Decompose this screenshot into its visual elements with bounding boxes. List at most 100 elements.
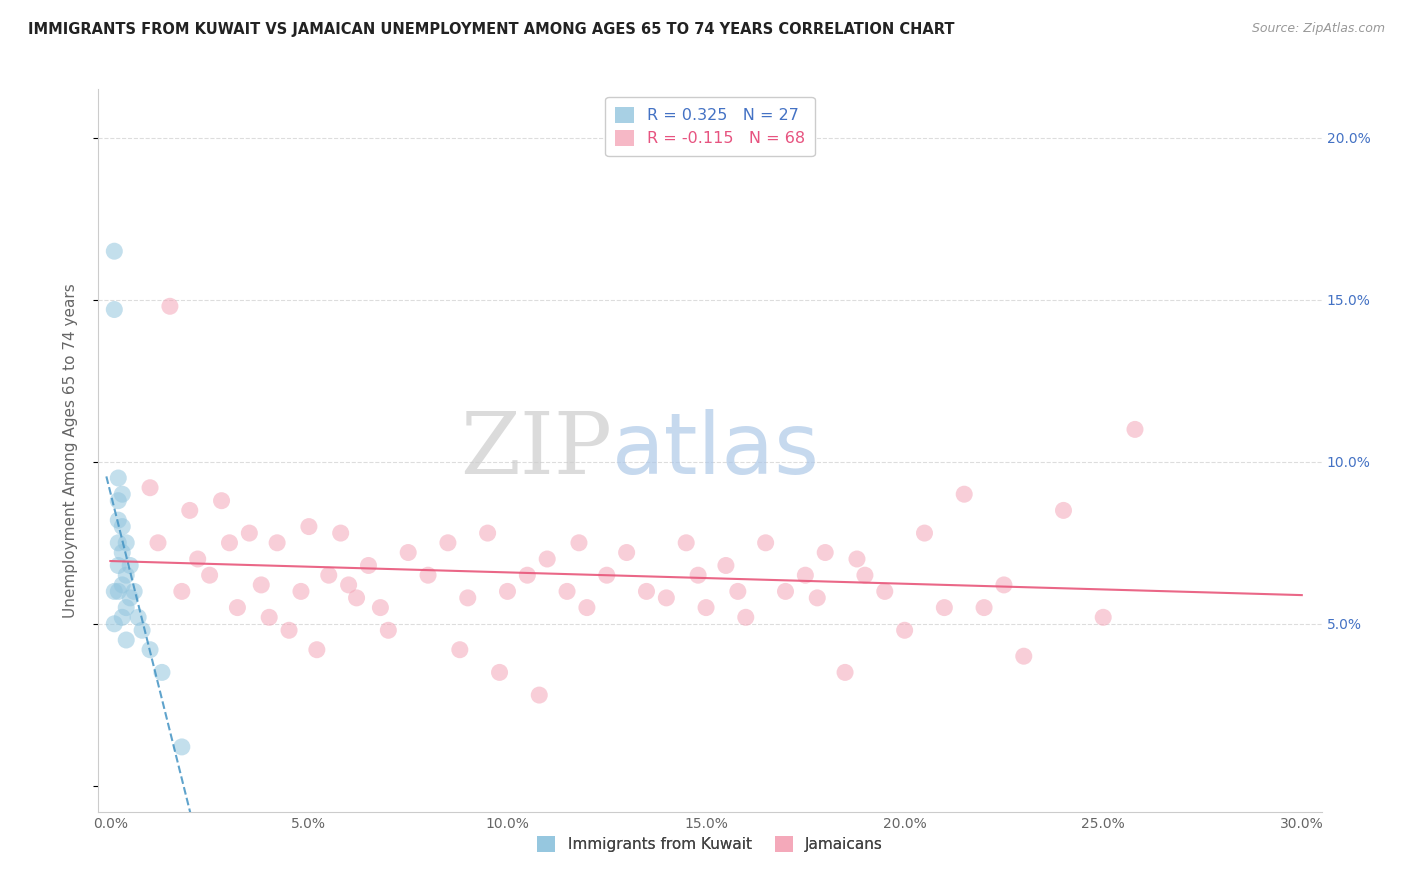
Point (477, 526, 499, 541)
Text: IMMIGRANTS FROM KUWAIT VS JAMAICAN UNEMPLOYMENT AMONG AGES 65 TO 74 YEARS CORREL: IMMIGRANTS FROM KUWAIT VS JAMAICAN UNEMP… (28, 22, 955, 37)
Point (107, 558, 129, 573)
Point (318, 568, 340, 582)
Point (655, 591, 678, 605)
Point (266, 536, 288, 550)
Point (496, 584, 519, 599)
Point (575, 600, 598, 615)
Point (1052, 503, 1074, 517)
Point (755, 536, 778, 550)
Point (179, 503, 201, 517)
Point (198, 568, 221, 582)
Point (873, 584, 896, 599)
Point (714, 558, 737, 573)
Point (120, 591, 142, 605)
Point (111, 519, 134, 533)
Point (396, 545, 419, 559)
Point (257, 610, 280, 624)
Point (516, 568, 538, 582)
Point (675, 536, 697, 550)
Point (953, 487, 976, 501)
Point (120, 558, 142, 573)
Point (449, 642, 471, 657)
Point (111, 487, 134, 501)
Point (734, 610, 756, 624)
Y-axis label: Unemployment Among Ages 65 to 74 years: Unemployment Among Ages 65 to 74 years (63, 283, 77, 618)
Point (278, 624, 301, 638)
Point (305, 642, 328, 657)
Point (834, 665, 856, 680)
Point (139, 642, 162, 657)
Point (568, 536, 591, 550)
Point (298, 519, 321, 533)
Point (107, 471, 129, 485)
Point (488, 665, 510, 680)
Point (973, 600, 995, 615)
Point (290, 584, 312, 599)
Point (122, 584, 145, 599)
Point (103, 584, 125, 599)
Point (337, 578, 360, 592)
Point (170, 584, 193, 599)
Point (370, 600, 392, 615)
Point (893, 624, 915, 638)
Point (616, 545, 638, 559)
Point (103, 616, 125, 631)
Point (139, 481, 162, 495)
Point (1012, 649, 1035, 664)
Point (377, 624, 399, 638)
Point (457, 591, 479, 605)
Text: ZIP: ZIP (460, 409, 612, 492)
Point (115, 568, 138, 582)
Point (529, 688, 551, 702)
Point (329, 526, 352, 541)
Point (115, 536, 138, 550)
Point (814, 545, 837, 559)
Point (914, 526, 936, 541)
Point (111, 545, 134, 559)
Point (806, 591, 828, 605)
Legend: Immigrants from Kuwait, Jamaicans: Immigrants from Kuwait, Jamaicans (531, 830, 889, 858)
Point (1123, 422, 1146, 436)
Point (775, 584, 797, 599)
Point (437, 536, 460, 550)
Point (727, 584, 749, 599)
Point (107, 513, 129, 527)
Point (107, 493, 129, 508)
Point (159, 299, 181, 313)
Point (103, 244, 125, 259)
Point (853, 568, 876, 582)
Point (146, 536, 169, 550)
Point (115, 600, 138, 615)
Point (238, 526, 260, 541)
Point (131, 624, 153, 638)
Point (794, 568, 817, 582)
Point (226, 600, 249, 615)
Point (111, 610, 134, 624)
Point (150, 665, 173, 680)
Point (934, 600, 956, 615)
Point (127, 610, 149, 624)
Point (346, 591, 368, 605)
Text: atlas: atlas (612, 409, 820, 492)
Point (688, 568, 710, 582)
Point (170, 739, 193, 754)
Point (250, 578, 273, 592)
Point (555, 584, 578, 599)
Point (846, 552, 869, 566)
Point (993, 578, 1015, 592)
Point (218, 536, 240, 550)
Point (536, 552, 558, 566)
Point (107, 584, 129, 599)
Point (695, 600, 717, 615)
Point (111, 578, 134, 592)
Point (103, 302, 125, 317)
Point (1092, 610, 1115, 624)
Point (115, 632, 138, 647)
Point (596, 568, 619, 582)
Point (187, 552, 209, 566)
Point (357, 558, 380, 573)
Point (416, 568, 439, 582)
Point (107, 536, 129, 550)
Point (211, 493, 233, 508)
Text: Source: ZipAtlas.com: Source: ZipAtlas.com (1251, 22, 1385, 36)
